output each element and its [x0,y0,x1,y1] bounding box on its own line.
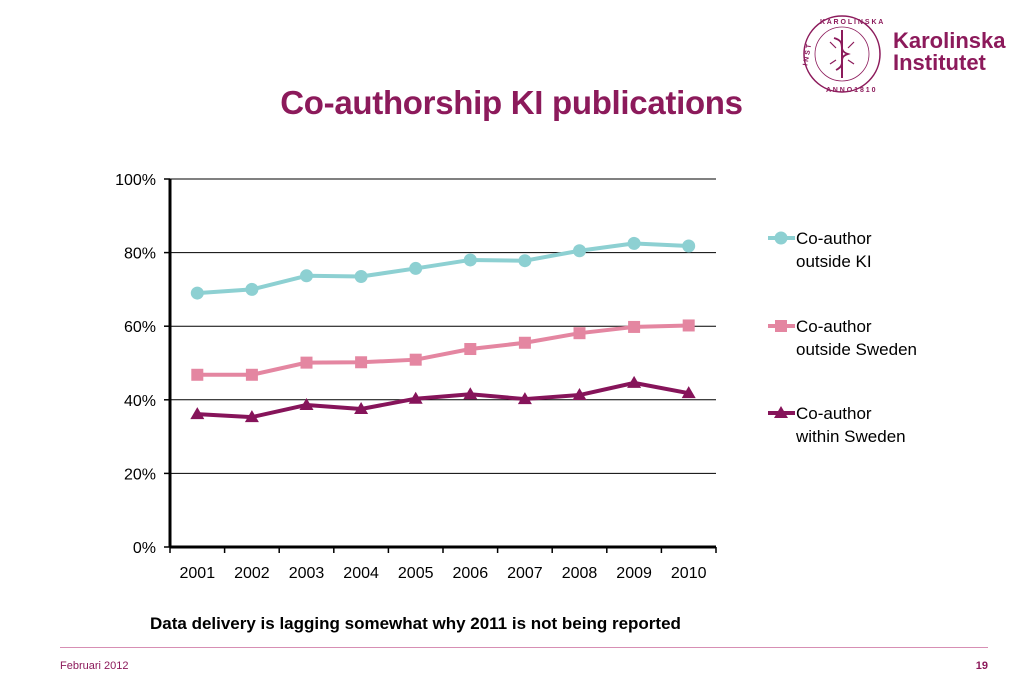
data-point-2 [464,343,477,356]
logo-name-line1: Karolinska [893,28,1006,53]
logo-name-line2: Institutet [893,50,986,75]
chart-title: Co-authorship KI publications [280,84,743,121]
footer-divider [60,647,988,648]
data-point-2 [518,336,531,349]
data-point-3 [354,402,369,414]
data-point-3 [408,391,423,404]
legend-marker-2 [775,320,787,332]
data-point-1 [245,282,259,296]
svg-text:A N N O 1 8 1 0: A N N O 1 8 1 0 [826,87,876,94]
y-tick-label: 20% [124,466,156,483]
x-tick-label: 2010 [671,565,707,582]
legend-label-2: Co-author [796,317,872,336]
data-point-1 [518,254,532,268]
series-line-2 [197,323,689,377]
legend-marker-1 [774,231,788,245]
svg-text:K A R O L I N S K A: K A R O L I N S K A [820,19,883,26]
data-point-1 [463,253,477,267]
data-point-1 [190,286,204,300]
data-point-2 [245,368,258,381]
x-tick-label: 2005 [398,565,434,582]
y-tick-label: 0% [133,540,156,557]
karolinska-wordmark: Karolinska Institutet [893,30,1006,74]
series-line-3 [197,380,690,420]
x-tick-label: 2008 [562,565,598,582]
data-point-2 [300,356,313,369]
legend-label-2: outside Sweden [796,340,917,359]
data-point-3 [190,407,205,420]
data-point-2 [355,356,368,369]
data-point-3 [517,392,532,405]
legend-label-1: outside KI [796,252,872,271]
data-point-3 [463,387,478,400]
legend-label-3: Co-author [796,404,872,423]
svg-text:I N S T: I N S T [802,43,813,66]
data-point-1 [682,239,696,253]
data-point-3 [572,388,587,401]
legend-label-3: within Sweden [795,427,906,446]
data-point-1 [627,236,641,250]
data-point-2 [191,368,204,381]
data-point-2 [682,319,695,332]
data-note: Data delivery is lagging somewhat why 20… [150,614,681,633]
legend-marker-3 [774,406,788,418]
y-tick-label: 100% [115,172,156,189]
y-tick-label: 80% [124,246,156,263]
series-line-1 [197,241,689,296]
data-point-1 [573,244,586,258]
karolinska-seal-logo: K A R O L I N S K A I N S T A N N O 1 8 … [802,15,883,94]
data-point-1 [409,261,423,275]
x-tick-label: 2003 [289,565,325,582]
data-point-3 [299,397,314,410]
data-point-1 [300,269,313,283]
x-tick-label: 2007 [507,565,543,582]
legend-label-1: Co-author [796,229,872,248]
data-point-3 [627,375,642,388]
x-tick-label: 2009 [616,565,652,582]
data-point-2 [573,327,586,340]
data-point-3 [681,386,696,399]
x-tick-label: 2004 [343,565,379,582]
data-point-2 [409,353,422,366]
data-point-3 [244,410,259,423]
y-tick-label: 40% [124,393,156,410]
page-number: 19 [975,660,988,672]
footer-date: Februari 2012 [60,660,129,672]
x-tick-label: 2002 [234,565,270,582]
y-tick-label: 60% [124,319,156,336]
x-tick-label: 2001 [180,565,216,582]
data-point-2 [628,320,641,333]
data-point-1 [354,270,368,284]
x-tick-label: 2006 [453,565,489,582]
